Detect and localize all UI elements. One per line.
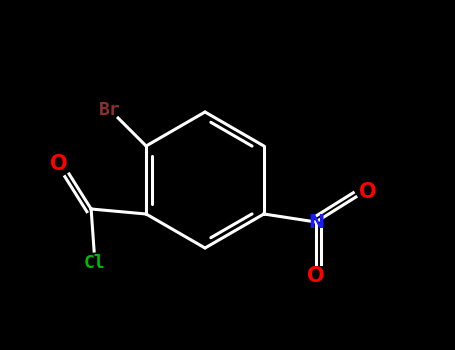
Text: O: O (51, 154, 68, 174)
Text: Cl: Cl (83, 254, 105, 272)
Text: Br: Br (99, 101, 121, 119)
Text: N: N (308, 212, 324, 231)
Text: O: O (307, 266, 325, 286)
Text: O: O (359, 182, 377, 202)
